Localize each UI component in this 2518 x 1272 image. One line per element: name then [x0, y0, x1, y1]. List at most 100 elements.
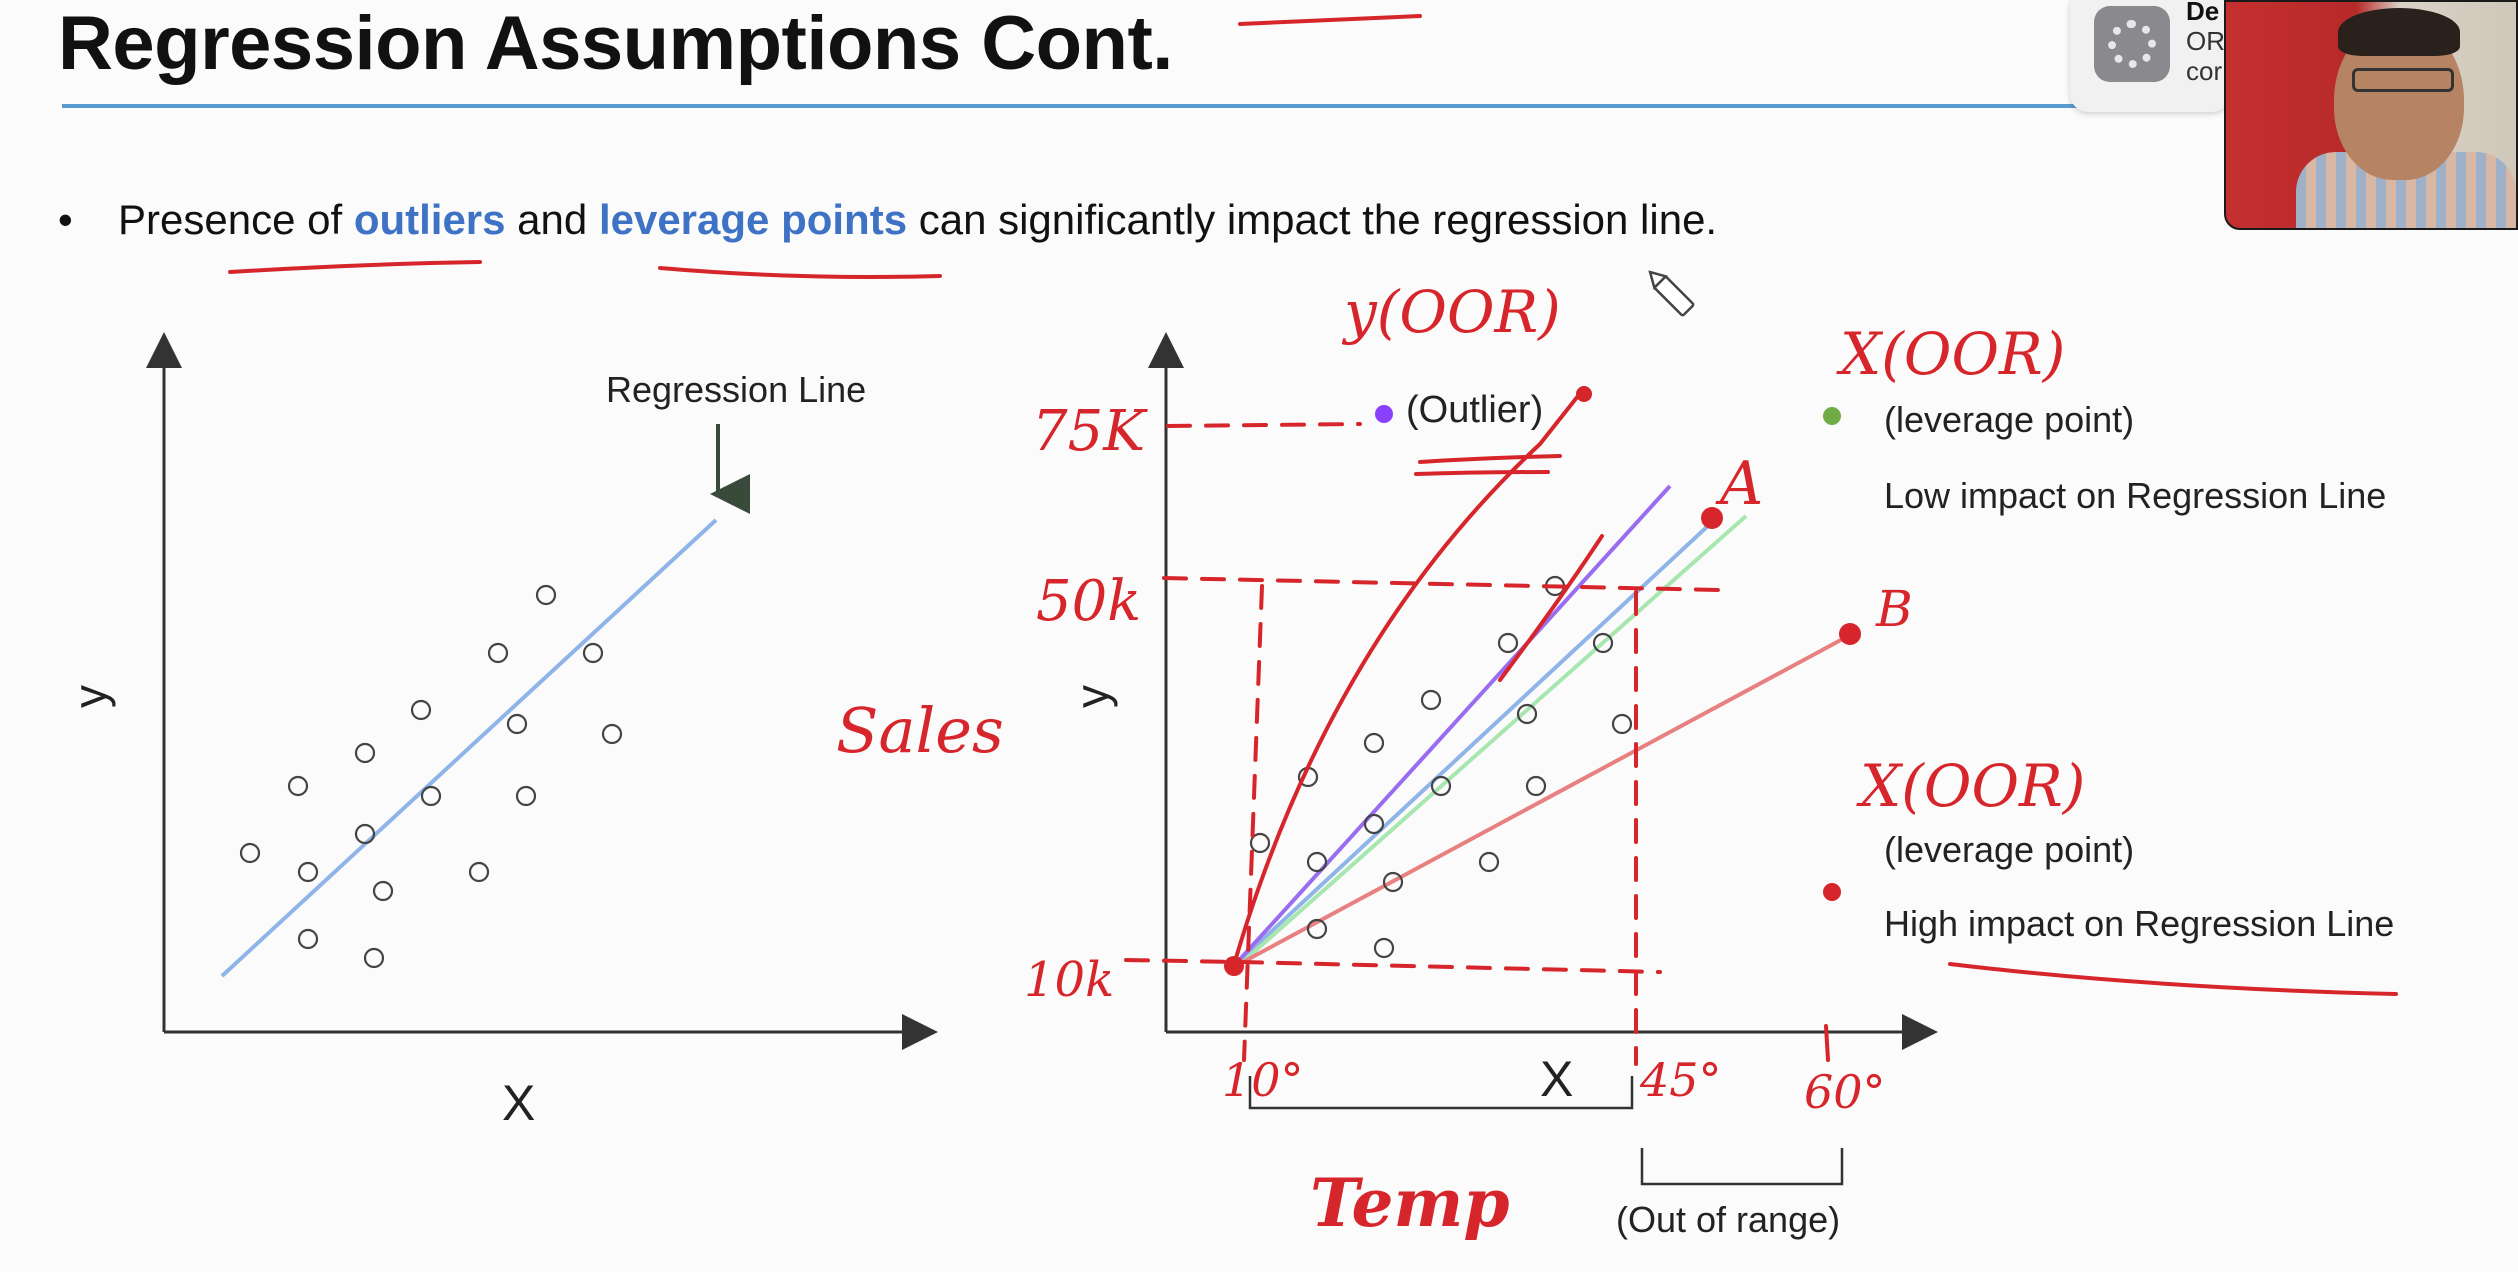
ink-point-b	[1839, 623, 1861, 645]
ink-underline-leverage	[658, 266, 942, 279]
ink-50k: 50k	[1036, 569, 1141, 634]
ink-dash-10k	[1124, 958, 1662, 974]
data-point	[1306, 851, 1328, 873]
legend-low-impact-desc: Low impact on Regression Line	[1884, 475, 2386, 516]
left-x-label: X	[502, 1075, 535, 1131]
data-point	[1592, 632, 1614, 654]
data-point	[1249, 832, 1271, 854]
outlier-label: (Outlier)	[1406, 389, 1543, 431]
left-regression-line	[220, 518, 718, 978]
data-point	[1420, 689, 1442, 711]
legend-low-impact-dot	[1823, 407, 1841, 425]
notification-line-2: OR	[2186, 26, 2225, 56]
ink-curve-mid	[1498, 534, 1604, 682]
data-point	[297, 928, 319, 950]
ink-x-oor-underline	[1948, 962, 2398, 996]
data-point	[410, 699, 432, 721]
right-data-points	[1249, 575, 1633, 959]
right-x-label: X	[1540, 1051, 1573, 1107]
outlier-point	[1375, 405, 1393, 423]
ink-underline-outliers	[228, 260, 482, 274]
regression-line-high-impact	[1231, 632, 1853, 970]
data-point	[1478, 851, 1500, 873]
data-point	[515, 785, 537, 807]
ink-point-a	[1701, 507, 1723, 529]
data-point	[1497, 632, 1519, 654]
data-point	[239, 842, 261, 864]
data-point	[487, 642, 509, 664]
x-range-bracket	[1248, 1076, 1634, 1110]
ink-point-10k	[1224, 956, 1244, 976]
data-point	[601, 723, 623, 745]
left-chart: y X Regression Line	[64, 332, 938, 1131]
data-point	[1306, 918, 1328, 940]
data-point	[363, 947, 385, 969]
ink-60-deg: 60°	[1804, 1065, 1886, 1119]
data-point	[354, 742, 376, 764]
left-data-points	[239, 584, 623, 969]
data-point	[1525, 775, 1547, 797]
regression-line-label: Regression Line	[606, 369, 866, 410]
regression-line-original	[1230, 522, 1712, 970]
data-point	[420, 785, 442, 807]
system-notification[interactable]: De OR cor	[2070, 0, 2230, 112]
data-point	[1611, 713, 1633, 735]
legend-high-impact-dot	[1823, 883, 1841, 901]
settings-gear-icon	[2094, 6, 2170, 82]
webcam-overlay[interactable]	[2224, 0, 2518, 230]
ink-x-oor-top: X(OOR)	[1836, 320, 2065, 388]
title-divider	[62, 104, 2082, 108]
ink-sales: Sales	[836, 694, 1004, 767]
ink-45-deg: 45°	[1639, 1053, 1722, 1107]
bullet-point: • Presence of outliers and leverage point…	[58, 196, 1717, 244]
notification-line-1: De	[2186, 0, 2220, 26]
data-point	[1382, 871, 1404, 893]
data-point	[297, 861, 319, 883]
notification-line-3: cor	[2186, 56, 2223, 86]
data-point	[1363, 813, 1385, 835]
regression-line-outlier	[1230, 484, 1672, 970]
regression-line-low-impact	[1234, 514, 1748, 970]
data-point	[372, 880, 394, 902]
data-point	[535, 584, 557, 606]
data-point	[506, 713, 528, 735]
out-of-range-label: (Out of range)	[1616, 1199, 1840, 1240]
data-point	[1363, 732, 1385, 754]
data-point	[1430, 775, 1452, 797]
out-of-range-bracket	[1640, 1148, 1844, 1186]
ink-y-oor: y(OOR)	[1341, 278, 1561, 346]
slide-title: Regression Assumptions Cont.	[58, 1, 1173, 86]
ink-temp: Temp	[1310, 1164, 1510, 1242]
ink-title-underline	[1238, 14, 1422, 26]
ink-point-outlier	[1576, 386, 1592, 402]
bullet-text-pre: Presence of	[118, 196, 354, 243]
ink-text: y(OOR) X(OOR) X(OOR) Sales Temp 75K 50k …	[836, 278, 2085, 1242]
webcam-glasses	[2352, 68, 2454, 92]
bullet-outliers: outliers	[353, 196, 506, 243]
webcam-hair	[2338, 8, 2460, 56]
bullet-text-mid: and	[505, 196, 599, 243]
bullet-dot: •	[58, 196, 73, 243]
legend-low-impact-label: (leverage point)	[1884, 399, 2134, 440]
data-point	[468, 861, 490, 883]
ink-label-a: A	[1715, 449, 1763, 519]
ink-dash-50k	[1162, 576, 1722, 592]
data-point	[1516, 703, 1538, 725]
data-point	[582, 642, 604, 664]
data-point	[1373, 937, 1395, 959]
left-y-label: y	[64, 685, 116, 708]
notification-text: De OR cor	[2186, 0, 2225, 86]
bullet-text-post: can significantly impact the regression …	[907, 196, 1718, 243]
ink-10k: 10k	[1024, 952, 1114, 1008]
ink-10-deg: 10°	[1222, 1053, 1304, 1107]
ink-75k: 75K	[1032, 399, 1148, 464]
right-chart: y X (Outlier) (lever	[1066, 332, 2394, 1240]
bullet-leverage-points: leverage points	[598, 196, 908, 243]
legend-high-impact-label: (leverage point)	[1884, 829, 2134, 870]
ink-x-oor-bottom: X(OOR)	[1856, 752, 2085, 820]
ink-dash-vertical-10	[1242, 584, 1264, 1062]
ink-dash-75k	[1166, 422, 1362, 428]
data-point	[354, 823, 376, 845]
ink-label-b: B	[1875, 580, 1913, 638]
